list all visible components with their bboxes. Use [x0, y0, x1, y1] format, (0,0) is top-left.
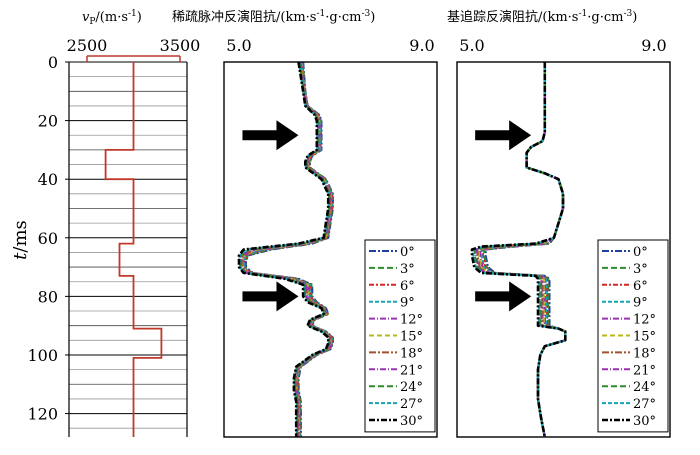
sparse-plot-frame [223, 61, 438, 438]
sparse-legend-label: 0° [400, 245, 415, 260]
y-tick-label: 100 [27, 346, 58, 365]
velocity-panel-title: vP/(m·s-1) [82, 9, 142, 27]
trace-legend-label: 9° [633, 296, 648, 311]
trace-title-sup2: -3 [623, 9, 632, 19]
vp-symbol: v [82, 10, 90, 25]
trace-legend-label: 24° [633, 380, 656, 395]
sparse-legend-label: 18° [400, 346, 423, 361]
sparse-title-mid: ·g·cm [325, 10, 361, 25]
sparse-legend-label: 6° [400, 279, 415, 294]
trace-legend-label: 12° [633, 313, 656, 328]
sparse-arrow-marker [242, 120, 299, 151]
trace-legend-label: 0° [633, 245, 648, 260]
velocity-series-line [104, 62, 163, 437]
y-tick-label: 0 [48, 53, 58, 72]
sparse-title-main: 稀疏脉冲反演阻抗/(km·s [172, 9, 316, 25]
sparse-series-line [237, 61, 330, 437]
sparse-legend-label: 15° [400, 330, 423, 345]
sparse-x-tick-min: 5.0 [226, 36, 251, 55]
sparse-title-sup1: -1 [316, 9, 325, 19]
sparse-legend-box [364, 239, 436, 433]
vp-unit-close: ) [137, 10, 142, 25]
sparse-legend-label: 3° [400, 262, 415, 277]
trace-series-line [483, 62, 567, 438]
y-tick-label: 80 [38, 287, 58, 306]
trace-title-sup1: -1 [578, 9, 587, 19]
sparse-arrow-marker [242, 281, 299, 312]
panel-overlay-layer: 0204060801001200°3°6°9°12°15°18°21°24°27… [27, 53, 669, 433]
y-axis-label-unit: /ms [10, 220, 31, 252]
trace-legend-label: 15° [633, 330, 656, 345]
sparse-x-tick-max: 9.0 [409, 36, 434, 55]
velocity-x-tick-max: 3500 [160, 36, 201, 55]
vp-unit-superscript: -1 [128, 9, 137, 19]
trace-plot-frame [456, 61, 671, 438]
trace-arrow-marker [475, 120, 532, 151]
sparse-legend-label: 24° [400, 380, 423, 395]
y-tick-label: 40 [38, 170, 58, 189]
velocity-x-tick-min: 2500 [67, 36, 108, 55]
trace-title-mid: ·g·cm [587, 10, 623, 25]
trace-panel-title: 基追踪反演阻抗/(km·s-1·g·cm-3) [447, 9, 637, 25]
panel-grid-layer [69, 61, 187, 429]
vp-subscript: P [89, 17, 95, 27]
trace-arrow-marker [475, 281, 532, 312]
sparse-panel-title: 稀疏脉冲反演阻抗/(km·s-1·g·cm-3) [172, 9, 375, 25]
panel-frames-layer [65, 61, 671, 438]
trace-legend-label: 18° [633, 346, 656, 361]
y-tick-label: 60 [38, 229, 58, 248]
trace-series-line [480, 62, 567, 438]
trace-legend-label: 6° [633, 279, 648, 294]
sparse-legend-label: 30° [400, 414, 423, 429]
vp-unit: /(m·s [95, 10, 128, 25]
sparse-legend-label: 21° [400, 363, 423, 378]
y-axis-label-symbol: t [10, 252, 31, 260]
trace-title-end: ) [632, 10, 637, 25]
trace-legend-label: 27° [633, 397, 656, 412]
sparse-title-sup2: -3 [361, 9, 370, 19]
y-tick-label: 120 [27, 405, 58, 424]
sparse-title-end: ) [370, 10, 375, 25]
trace-series-line [470, 62, 567, 438]
trace-legend-box [597, 239, 669, 433]
sparse-legend-label: 27° [400, 397, 423, 412]
y-tick-label: 20 [38, 112, 58, 131]
trace-legend-label: 21° [633, 363, 656, 378]
trace-x-tick-min: 5.0 [459, 36, 484, 55]
y-axis-label: t/ms [10, 220, 31, 260]
sparse-legend-label: 9° [400, 296, 415, 311]
sparse-legend-label: 12° [400, 313, 423, 328]
trace-series-line [484, 62, 567, 438]
trace-x-tick-max: 9.0 [641, 36, 666, 55]
trace-legend-label: 3° [633, 262, 648, 277]
trace-legend-label: 30° [633, 414, 656, 429]
panel-data-layer [104, 61, 567, 438]
trace-title-main: 基追踪反演阻抗/(km·s [447, 9, 578, 25]
